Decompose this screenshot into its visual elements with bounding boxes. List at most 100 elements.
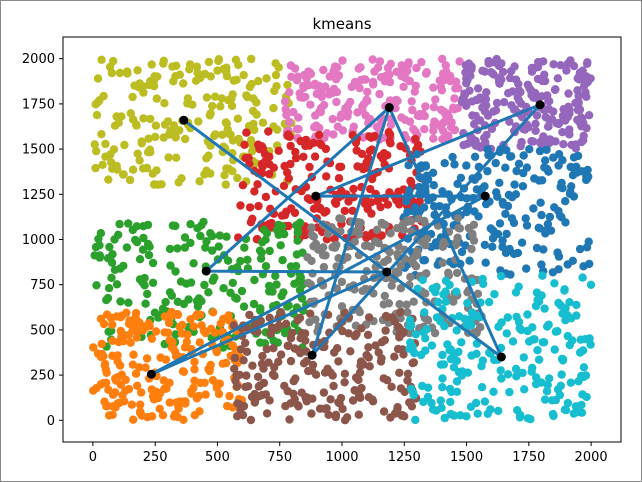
- data-point: [528, 363, 537, 373]
- data-point: [119, 337, 128, 346]
- data-point: [190, 357, 199, 367]
- data-point: [532, 373, 541, 382]
- data-point: [543, 322, 552, 331]
- data-point: [259, 364, 268, 373]
- data-point: [173, 127, 182, 136]
- data-point: [541, 156, 550, 165]
- data-point: [202, 166, 211, 175]
- data-point: [107, 68, 117, 78]
- data-point: [438, 374, 447, 383]
- data-point: [239, 70, 248, 80]
- data-point: [463, 139, 472, 148]
- data-point: [561, 116, 570, 125]
- data-point: [438, 187, 447, 196]
- data-point: [537, 260, 546, 269]
- data-point: [161, 297, 170, 307]
- data-point: [394, 187, 403, 196]
- data-point: [92, 146, 101, 156]
- data-point: [452, 238, 461, 247]
- data-point: [544, 122, 553, 131]
- x-tick-label: 500: [205, 450, 230, 465]
- data-point: [170, 410, 180, 419]
- data-point: [224, 129, 233, 138]
- data-point: [460, 89, 469, 98]
- data-point: [125, 175, 135, 185]
- data-point: [373, 196, 382, 205]
- data-point: [511, 364, 521, 374]
- data-point: [468, 231, 477, 240]
- data-point: [350, 386, 359, 395]
- data-point: [520, 385, 529, 394]
- data-point: [340, 369, 350, 378]
- data-point: [108, 402, 118, 411]
- data-point: [501, 163, 510, 172]
- data-point: [423, 316, 433, 325]
- data-point: [176, 277, 186, 286]
- data-point: [543, 219, 553, 229]
- data-point: [436, 396, 445, 405]
- data-point: [526, 415, 535, 424]
- data-point: [255, 338, 265, 347]
- centroid-marker: [535, 100, 545, 110]
- data-point: [190, 376, 199, 385]
- data-point: [496, 271, 506, 281]
- data-point: [396, 284, 406, 293]
- data-point: [315, 204, 325, 214]
- data-point: [160, 384, 169, 394]
- data-point: [289, 107, 298, 117]
- data-point: [304, 366, 313, 376]
- data-point: [143, 220, 153, 230]
- data-point: [334, 357, 343, 366]
- data-point: [406, 272, 415, 282]
- data-point: [572, 300, 581, 310]
- data-point: [246, 218, 256, 227]
- data-point: [508, 337, 518, 346]
- data-point: [578, 390, 587, 399]
- data-point: [158, 411, 168, 420]
- data-point: [507, 214, 517, 223]
- data-point: [411, 330, 420, 339]
- data-point: [303, 393, 312, 402]
- data-point: [463, 298, 472, 308]
- data-point: [323, 229, 333, 238]
- data-point: [565, 125, 574, 134]
- data-point: [283, 341, 292, 350]
- data-point: [274, 146, 283, 155]
- data-point: [196, 310, 205, 319]
- data-point: [523, 310, 532, 319]
- data-point: [165, 398, 174, 407]
- data-point: [286, 141, 295, 151]
- data-point: [584, 111, 594, 120]
- data-point: [586, 280, 596, 289]
- data-point: [254, 76, 263, 86]
- data-point: [438, 54, 447, 64]
- data-point: [272, 323, 281, 333]
- data-point: [303, 194, 313, 203]
- data-point: [549, 60, 558, 69]
- data-point: [574, 377, 583, 386]
- data-point: [383, 200, 393, 209]
- data-point: [166, 261, 175, 270]
- data-point: [538, 338, 547, 347]
- data-point: [130, 325, 139, 334]
- data-point: [454, 312, 464, 321]
- data-point: [440, 159, 449, 168]
- data-point: [514, 317, 524, 327]
- data-point: [108, 390, 118, 399]
- data-point: [394, 268, 403, 277]
- data-point: [102, 368, 111, 377]
- data-point: [366, 184, 375, 194]
- data-point: [381, 220, 390, 230]
- data-point: [295, 313, 305, 323]
- data-point: [445, 346, 454, 355]
- data-point: [228, 90, 237, 99]
- data-point: [438, 134, 447, 144]
- data-point: [131, 369, 141, 378]
- data-point: [336, 113, 345, 123]
- data-point: [543, 380, 552, 390]
- data-point: [427, 398, 436, 408]
- data-point: [208, 246, 217, 255]
- data-point: [108, 320, 117, 329]
- data-point: [135, 363, 144, 372]
- data-point: [107, 273, 116, 282]
